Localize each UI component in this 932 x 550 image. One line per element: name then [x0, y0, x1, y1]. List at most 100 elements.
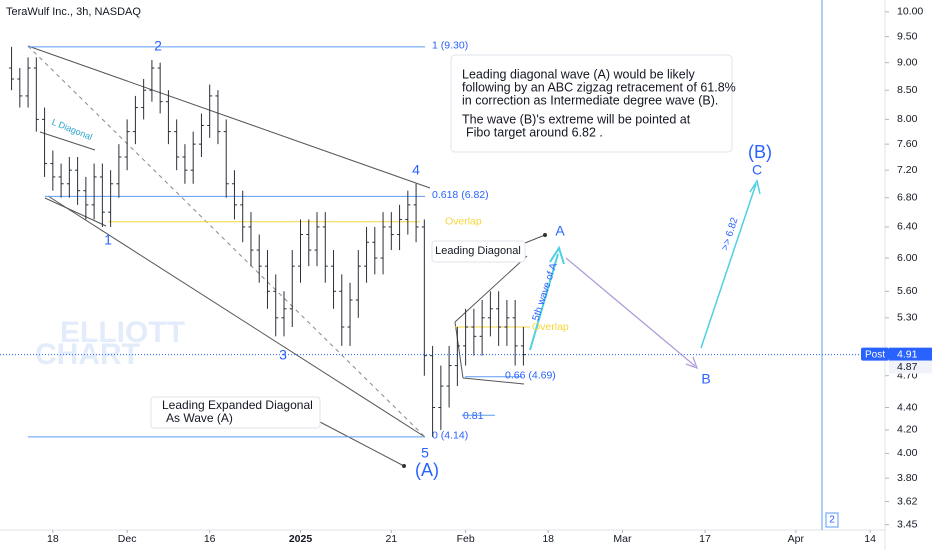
bar: [405, 190, 411, 235]
bar: [380, 212, 386, 275]
x-tick-label: Feb: [457, 533, 475, 545]
plot: 10.00 9.50 9.00 8.50 8.00 7.60 7.20 6.80 6.40 6.0…: [0, 6, 932, 545]
y-tick-label: 3.80: [897, 472, 918, 484]
x-tick-label: Apr: [788, 533, 805, 545]
bar: [17, 68, 23, 108]
wave-label: 4: [412, 162, 420, 178]
overlap-label: Overlap: [532, 321, 569, 333]
fib-label: 0.81: [463, 410, 484, 422]
y-tick-label: 3.45: [897, 518, 918, 530]
bar: [496, 291, 502, 346]
bar: [504, 299, 510, 346]
note-line: in correction as Intermediate degree wav…: [462, 93, 718, 107]
y-tick-label: 9.00: [897, 56, 918, 68]
x-tick-label: 21: [385, 533, 397, 545]
lower-trendline: [47, 195, 426, 438]
y-tick-label: 9.50: [897, 30, 918, 42]
bar: [141, 79, 147, 120]
bar: [207, 84, 213, 138]
wave-label: (A): [415, 460, 439, 480]
arrow-head: [549, 245, 565, 265]
y-tick-label: 4.00: [897, 447, 918, 459]
bar: [264, 250, 270, 309]
y-tick-label: 7.60: [897, 138, 918, 150]
bar: [446, 345, 452, 408]
bar: [25, 57, 31, 108]
arrow-head: [685, 356, 699, 370]
x-tick-label: 17: [699, 533, 711, 545]
leading-diagonal-lower: [462, 377, 525, 385]
bar: [388, 212, 394, 251]
x-tick-label: 18: [47, 533, 59, 545]
bar: [306, 219, 312, 267]
bar: [331, 250, 337, 309]
arrow: [565, 257, 696, 367]
wave-label: 5: [421, 445, 429, 461]
y-tick-label: 5.30: [897, 312, 918, 324]
bar: [9, 46, 15, 91]
badge: 2: [829, 515, 835, 526]
callout-text: Leading Expanded Diagonal: [162, 398, 313, 412]
note-line: The wave (B)'s extreme will be pointed a…: [462, 112, 691, 126]
bar: [314, 212, 320, 267]
watermark: ELLIOTT CHART: [35, 316, 185, 371]
bar: [289, 250, 295, 327]
session-label: Post: [865, 349, 885, 360]
bar: [75, 156, 81, 205]
bar: [165, 90, 171, 145]
wave-label: C: [752, 162, 762, 178]
arrow: [529, 253, 559, 351]
fib-label: 0.66 (4.69): [505, 370, 556, 382]
y-tick-label: 8.00: [897, 113, 918, 125]
pointer-dot: [543, 233, 547, 237]
bar: [364, 226, 370, 283]
overlap-label: Overlap: [445, 215, 482, 227]
l-diagonal-upper: [39, 131, 96, 151]
bar: [298, 219, 304, 283]
bar: [198, 113, 204, 157]
close-label: 4.87: [897, 361, 918, 373]
callout-box: [431, 240, 526, 263]
y-tick-label: 7.20: [897, 164, 918, 176]
wave-label: 2: [154, 38, 162, 54]
y-tick-label: 10.00: [897, 6, 923, 18]
bar: [223, 119, 229, 198]
arrow-head: [749, 179, 761, 195]
bar: [149, 59, 155, 102]
price-box: [889, 347, 932, 361]
bar: [231, 170, 237, 220]
bar: [397, 204, 403, 251]
bar: [240, 190, 246, 243]
fib-label: 0.618 (6.82): [432, 189, 489, 201]
bar: [256, 234, 262, 283]
wave-label: (B): [748, 142, 772, 162]
callout-text: As Wave (A): [166, 411, 233, 425]
y-tick-label: 4.40: [897, 401, 918, 413]
arrow: [700, 183, 757, 349]
bar: [355, 250, 361, 318]
bar: [430, 345, 436, 437]
note: Leading diagonal wave (A) would be likel…: [462, 67, 736, 139]
bar: [116, 144, 122, 198]
y-tick-label: 6.00: [897, 252, 918, 264]
y-tick-label: 8.50: [897, 84, 918, 96]
arrows: [529, 179, 761, 370]
callout-text: Leading Diagonal: [435, 245, 521, 257]
bar: [347, 282, 353, 346]
bar: [58, 163, 64, 198]
bar: [372, 226, 378, 275]
bar: [273, 274, 279, 337]
fib-label: 1 (9.30): [432, 40, 468, 52]
leading-diagonal-edge: [454, 321, 464, 379]
note-line: Fibo target around 6.82 .: [466, 125, 603, 139]
note-line: Leading diagonal wave (A) would be likel…: [462, 67, 696, 81]
trend-lines: [27, 45, 546, 467]
l-diagonal-lower: [44, 197, 107, 227]
bar: [281, 291, 287, 337]
watermark-text: ELLIOTT: [60, 316, 185, 349]
bar: [182, 144, 188, 184]
bar: [190, 131, 196, 184]
pointer-line: [524, 234, 546, 244]
note-box: [450, 54, 733, 153]
